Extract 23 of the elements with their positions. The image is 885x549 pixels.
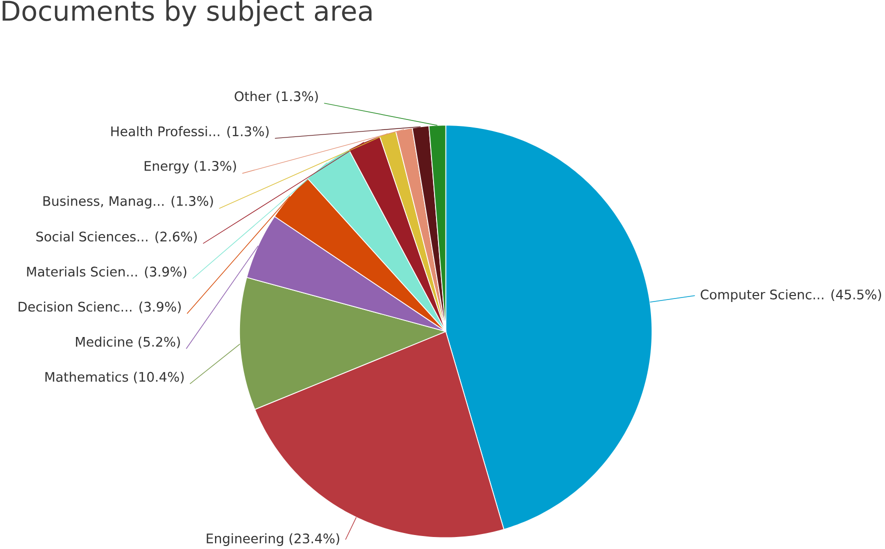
data-label: (3.9%) — [144, 266, 186, 278]
data-label: (10.4%) — [134, 372, 184, 384]
data-label: (1.3%) — [276, 91, 318, 103]
slice-label: Health Professi... — [111, 126, 220, 136]
data-label: (1.3%) — [194, 160, 236, 173]
slice-label: Decision Scienc... — [18, 302, 132, 312]
slice-label: Engineering — [206, 533, 284, 546]
slice-label: Other — [234, 91, 272, 102]
slice-label: Energy — [144, 161, 189, 174]
data-label: (1.3%) — [227, 126, 269, 138]
data-label: (1.3%) — [172, 196, 213, 208]
slice-label: Materials Scien... — [27, 266, 137, 277]
slice-label: Mathematics — [45, 372, 128, 382]
slice-label: Business, Manag... — [43, 196, 164, 209]
data-label: (2.6%) — [155, 232, 197, 244]
slice-label: Medicine — [76, 336, 133, 347]
data-label: (3.9%) — [139, 302, 181, 314]
slice-label: Social Sciences... — [36, 232, 148, 242]
chart-title: Documents by subject area — [2, 0, 372, 26]
slice-label: Computer Scienc... — [700, 289, 824, 302]
data-label: (45.5%) — [831, 289, 882, 302]
data-label: (5.2%) — [138, 336, 180, 348]
data-label: (23.4%) — [290, 533, 340, 546]
